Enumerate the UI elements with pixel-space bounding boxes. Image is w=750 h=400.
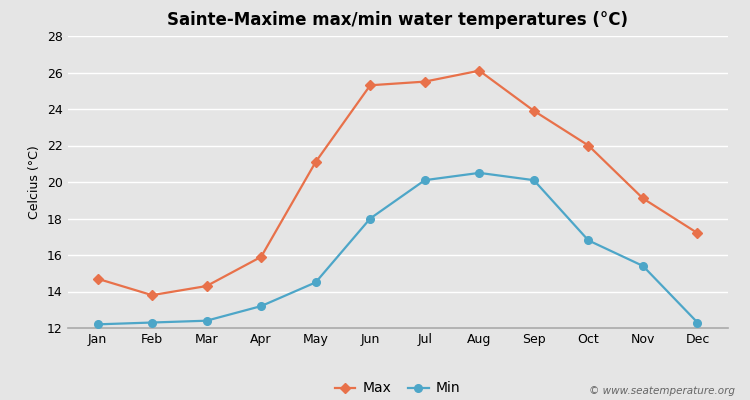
Min — [420, 178, 429, 182]
Max — [584, 143, 593, 148]
Line: Min: Min — [94, 169, 701, 328]
Max — [530, 108, 538, 113]
Min — [693, 320, 702, 325]
Min — [638, 264, 647, 268]
Max — [475, 68, 484, 73]
Min — [475, 170, 484, 175]
Min — [148, 320, 157, 325]
Legend: Max, Min: Max, Min — [329, 376, 466, 400]
Min — [530, 178, 538, 182]
Max — [366, 83, 375, 88]
Min — [366, 216, 375, 221]
Min — [311, 280, 320, 285]
Max — [256, 254, 265, 259]
Max — [311, 160, 320, 164]
Y-axis label: Celcius (°C): Celcius (°C) — [28, 145, 41, 219]
Min — [256, 304, 265, 308]
Max — [148, 293, 157, 298]
Max — [693, 231, 702, 236]
Max — [202, 284, 211, 288]
Max — [420, 79, 429, 84]
Min — [202, 318, 211, 323]
Line: Max: Max — [94, 67, 701, 299]
Title: Sainte-Maxime max/min water temperatures (°C): Sainte-Maxime max/min water temperatures… — [167, 11, 628, 29]
Max — [93, 276, 102, 281]
Text: © www.seatemperature.org: © www.seatemperature.org — [589, 386, 735, 396]
Max — [638, 196, 647, 201]
Min — [584, 238, 593, 243]
Min — [93, 322, 102, 327]
